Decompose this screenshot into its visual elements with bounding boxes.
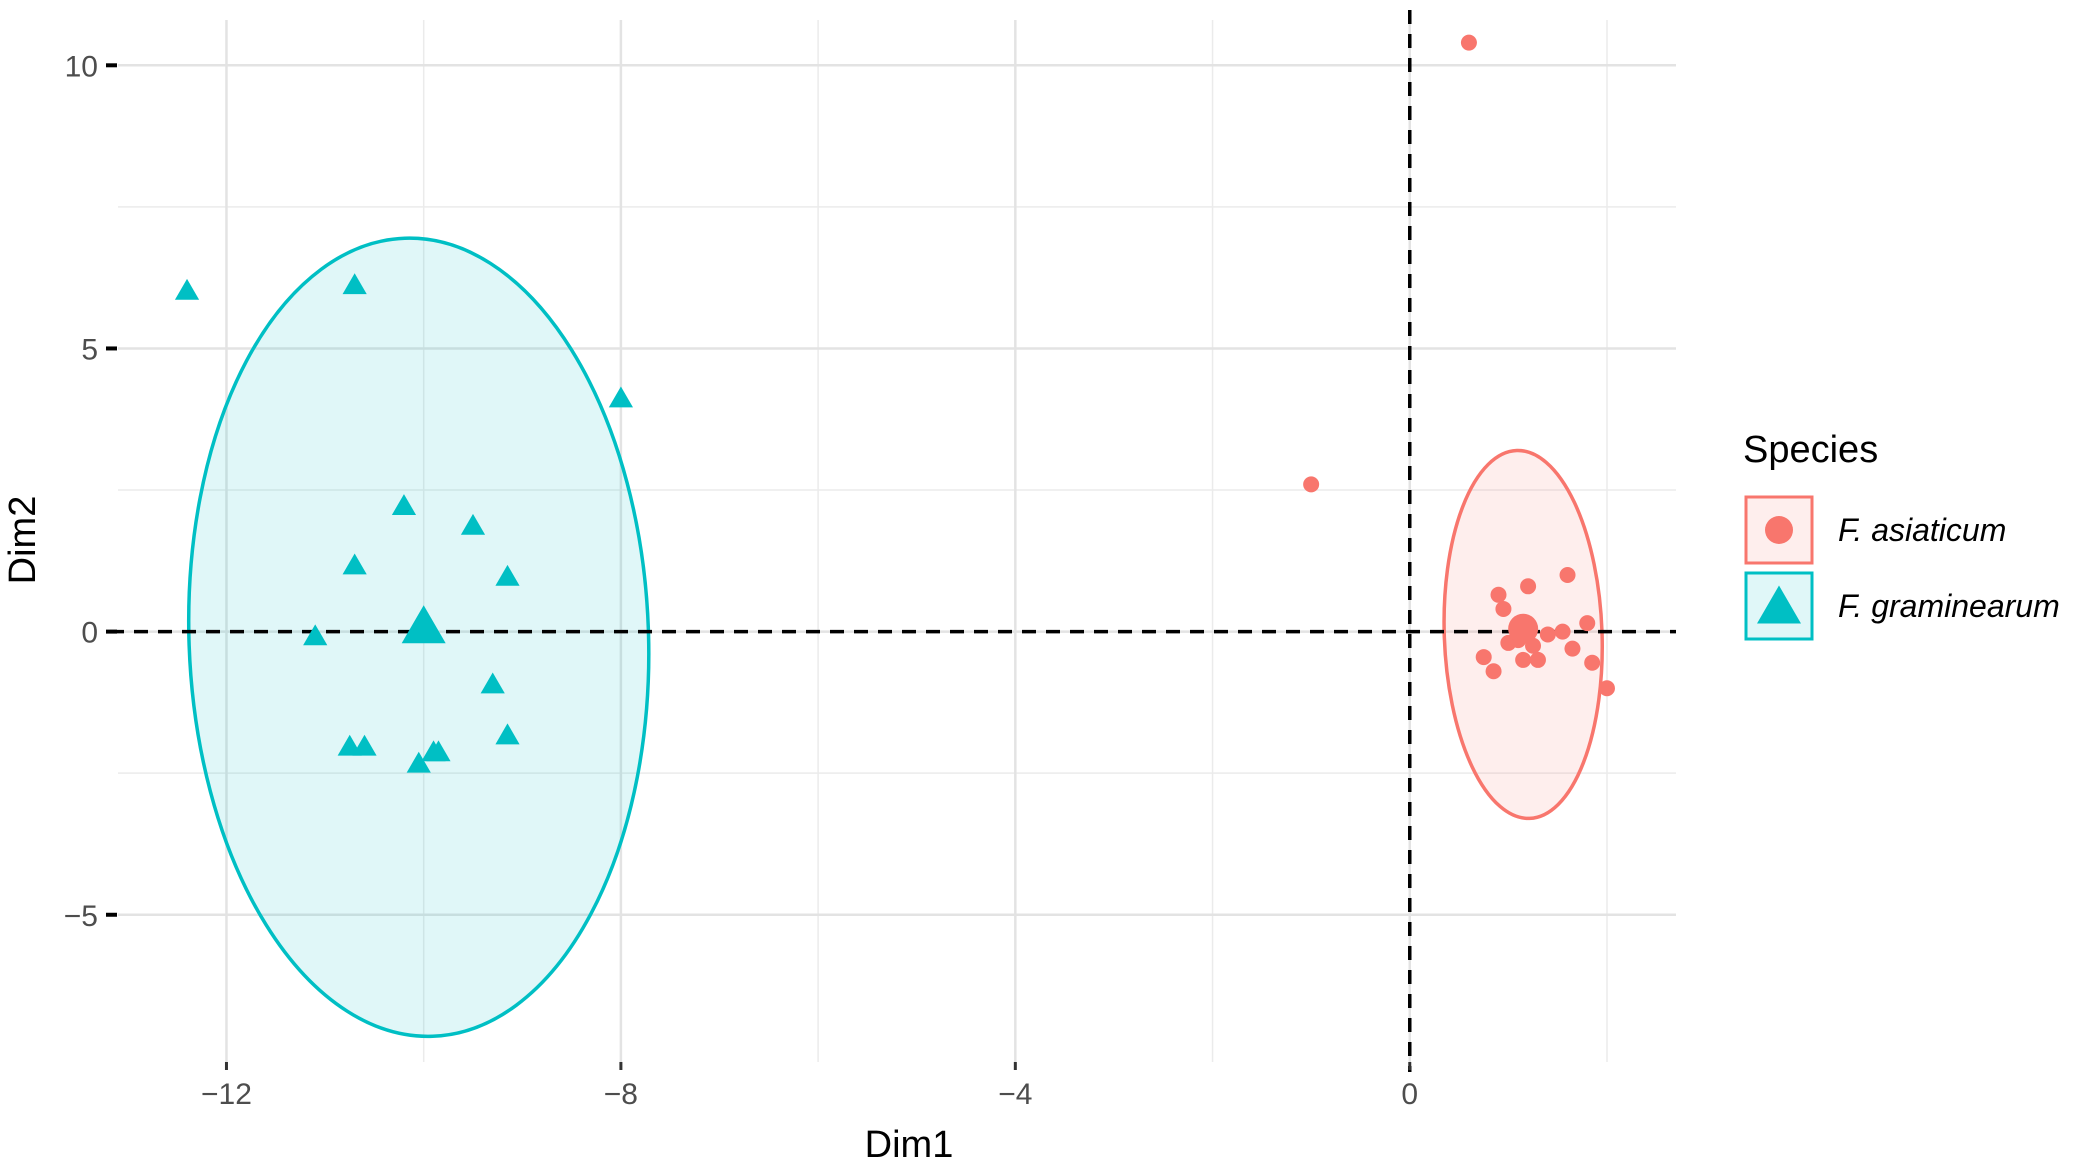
y-tick-label: 10: [65, 50, 98, 83]
y-tick-label: 0: [81, 617, 98, 650]
x-tick-label: 0: [1401, 1078, 1418, 1111]
data-point-triangle: [174, 278, 200, 300]
data-point-circle: [1495, 600, 1512, 617]
data-point-triangle: [352, 734, 377, 756]
points-layer: [174, 34, 1615, 773]
data-point-circle: [1485, 663, 1502, 680]
data-point-circle: [1539, 626, 1556, 643]
x-tick-label: −4: [998, 1078, 1032, 1111]
data-point-circle: [1520, 578, 1537, 595]
y-axis-title: Dim2: [2, 496, 44, 585]
data-point-circle: [1584, 654, 1601, 671]
data-point-circle: [1303, 476, 1320, 493]
data-point-circle: [1490, 586, 1507, 603]
x-axis-title: Dim1: [865, 1124, 954, 1161]
legend-title: Species: [1743, 429, 1878, 471]
data-point-triangle: [342, 273, 367, 295]
data-point-triangle: [391, 494, 417, 515]
legend: Species F. asiaticum F. graminearum: [1743, 429, 2060, 641]
data-point-triangle: [495, 723, 520, 745]
x-tick-label: −12: [201, 1078, 252, 1111]
legend-entries: F. asiaticum F. graminearum: [1744, 495, 2060, 641]
centroid-circle: [1508, 613, 1539, 644]
ellipse-layer: [186, 236, 1605, 1039]
legend-triangle-icon: [1757, 585, 1801, 624]
data-point-triangle: [303, 624, 328, 646]
data-point-circle: [1554, 623, 1571, 640]
data-point-circle: [1579, 615, 1596, 632]
data-point-triangle: [480, 672, 505, 694]
x-tick-label: −8: [604, 1078, 638, 1111]
reference-lines: [110, 10, 1676, 1072]
legend-label: F. graminearum: [1838, 588, 2060, 624]
legend-label: F. asiaticum: [1838, 512, 2006, 548]
data-point-circle: [1559, 566, 1576, 583]
data-point-circle: [1460, 34, 1477, 51]
y-tick-label: −5: [64, 900, 98, 933]
legend-circle-icon: [1765, 516, 1793, 544]
y-tick-label: 5: [81, 333, 98, 366]
data-point-triangle: [460, 513, 486, 535]
axis-layer: −12 −8 −4 0 −5 0 5 10: [64, 50, 1418, 1111]
data-point-triangle: [608, 386, 633, 408]
data-point-circle: [1598, 680, 1615, 697]
data-point-circle: [1515, 651, 1532, 668]
data-point-triangle: [495, 564, 520, 586]
centroid-triangle: [401, 605, 446, 644]
data-point-triangle: [406, 751, 431, 773]
data-point-triangle: [342, 553, 367, 575]
data-point-circle: [1564, 640, 1581, 657]
data-point-circle: [1475, 649, 1492, 666]
data-point-circle: [1529, 651, 1546, 668]
data-point-triangle: [426, 740, 451, 762]
